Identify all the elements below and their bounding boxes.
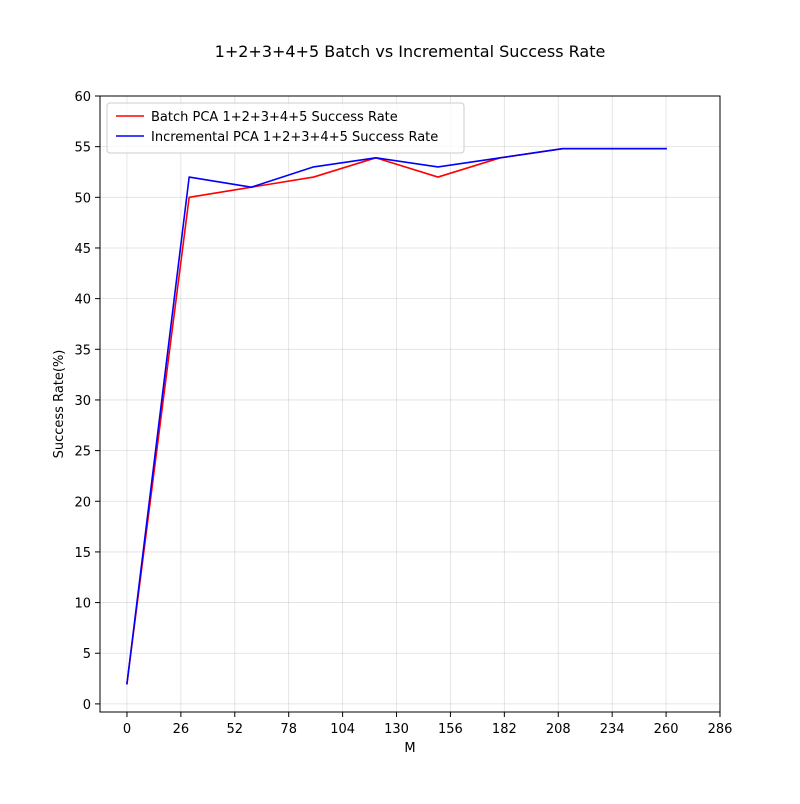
x-tick-label: 182 — [492, 722, 517, 737]
axes: 0 26 52 78 104 130 156 182 208 234 260 286 0 5 10 15 20 2… — [74, 90, 732, 737]
y-tick-label: 20 — [74, 495, 91, 510]
x-tick-label: 208 — [546, 722, 571, 737]
x-tick-label: 260 — [654, 722, 679, 737]
x-tick-label: 78 — [280, 722, 297, 737]
y-tick-label: 50 — [74, 191, 91, 206]
x-tick-label: 104 — [330, 722, 355, 737]
x-tick-label: 26 — [173, 722, 190, 737]
y-tick-label: 35 — [74, 343, 91, 358]
x-tick-label: 286 — [708, 722, 733, 737]
chart-title: 1+2+3+4+5 Batch vs Incremental Success R… — [215, 42, 606, 61]
y-tick-label: 40 — [74, 293, 91, 308]
legend-box — [106, 102, 465, 154]
y-tick-label: 45 — [74, 242, 91, 257]
y-tick-label: 10 — [74, 597, 91, 612]
y-tick-label: 0 — [83, 698, 91, 713]
x-tick-label: 130 — [384, 722, 409, 737]
x-tick-label: 156 — [438, 722, 463, 737]
y-tick-label: 15 — [74, 546, 91, 561]
y-tick-label: 5 — [83, 647, 91, 662]
y-tick-label: 55 — [74, 141, 91, 156]
legend-label: Batch PCA 1+2+3+4+5 Success Rate — [151, 110, 398, 125]
x-tick-label: 234 — [600, 722, 625, 737]
legend-label: Incremental PCA 1+2+3+4+5 Success Rate — [151, 130, 438, 145]
y-axis-label: Success Rate(%) — [52, 350, 67, 459]
x-tick-label: 0 — [123, 722, 131, 737]
y-tick-label: 25 — [74, 445, 91, 460]
grid — [100, 95, 721, 712]
series-line-incremental-pca — [126, 147, 667, 685]
x-tick-label: 52 — [227, 722, 244, 737]
y-tick-label: 30 — [74, 394, 91, 409]
series-lines — [126, 147, 667, 685]
legend: Batch PCA 1+2+3+4+5 Success Rate Incremen… — [106, 102, 465, 154]
x-axis-label: M — [404, 741, 415, 756]
y-tick-label: 60 — [74, 90, 91, 105]
plot-area-frame — [99, 95, 721, 713]
